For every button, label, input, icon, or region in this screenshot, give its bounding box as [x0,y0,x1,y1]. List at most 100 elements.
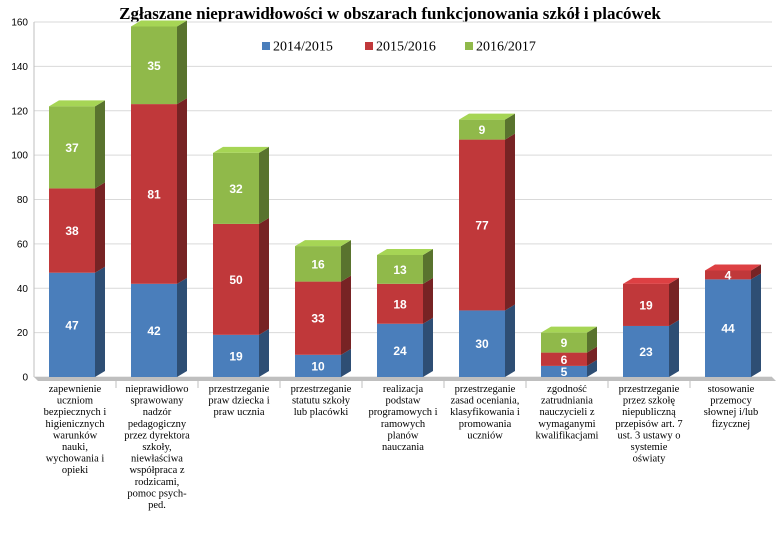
bar-front [623,325,669,377]
bar-top [377,248,433,255]
bar-front [131,283,177,377]
bar-segment: 44 [705,273,761,377]
bar-front [213,223,259,335]
data-label: 42 [147,324,161,338]
bar-segment: 32 [213,146,269,224]
legend-swatch [365,42,373,50]
bar-front [541,352,587,366]
data-label: 13 [393,263,407,277]
data-label: 18 [393,297,407,311]
data-label: 44 [721,322,735,336]
bar-front [623,283,669,326]
bar-segment: 30 [459,304,515,377]
bar-segment: 77 [459,133,515,311]
legend-label: 2015/2016 [376,40,436,55]
category-labels: zapewnienie uczniom bezpiecznych i higienic… [44,381,759,511]
bar-front [705,270,751,280]
category-label: nieprawidłowo sprawowany nadzór pedagogiczn… [124,384,190,511]
bar-side [259,328,269,377]
bar-segment: 4 [705,264,761,282]
data-label: 37 [65,141,79,155]
bar-side [341,275,351,355]
data-label: 5 [561,365,568,379]
bar-segment: 38 [49,182,105,273]
bar-side [669,277,679,326]
bar-front [49,188,95,273]
bar-front [49,106,95,189]
category-label: przestrzeganie praw dziecka i praw ucznia [208,384,269,418]
data-label: 10 [311,359,325,373]
bar-side [751,264,761,280]
bar-front [377,283,423,324]
bar-top [131,20,187,27]
y-tick-label: 140 [11,62,28,73]
legend: 2014/2015 2015/2016 2016/2017 [262,40,536,55]
legend-label: 2016/2017 [476,40,536,55]
y-axis: 0 20 40 60 80 100 120 140 160 [11,18,35,384]
bar-segment: 33 [295,275,351,355]
chart-title: Zgłaszane nieprawidłowości w obszarach f… [119,4,661,23]
category-label: przestrzeganie statutu szkoły lub placówki [291,384,352,418]
data-label: 19 [639,298,653,312]
bar-segment: 10 [295,348,351,377]
bar-segment: 9 [459,113,515,140]
data-label: 9 [561,336,568,350]
bar-segment: 37 [49,100,105,189]
bar-side [259,146,269,224]
chart-floor [34,377,776,381]
bar-side [587,346,597,366]
bar-segment: 16 [295,240,351,282]
bar-top [213,146,269,153]
category-label: przestrzeganie przez szkołę niepubliczną pr… [615,384,682,465]
data-label: 4 [725,268,732,282]
category-label: realizacja podstaw programowych i ramowych p… [368,384,437,453]
data-label: 81 [147,187,161,201]
y-tick-label: 20 [17,328,29,339]
bar-front [213,334,259,377]
bar-side [505,133,515,311]
y-tick-label: 80 [17,195,29,206]
bar-side [341,240,351,282]
bar-side [95,182,105,273]
category-label: stosowanie przemocy słownej i/lub fizycznej [704,384,759,430]
bar-top [295,240,351,247]
bar-front [459,119,505,140]
bar-segment: 23 [623,319,679,377]
bar-segment: 50 [213,217,269,335]
bar-side [751,273,761,377]
bar-front [295,246,341,282]
bar-side [177,98,187,284]
data-label: 33 [311,312,325,326]
bar-segment: 24 [377,317,433,377]
bar-segment: 18 [377,277,433,324]
bar-segment: 5 [541,359,597,379]
category-label: zgodność zatrudniania nauczycieli z wymagan… [536,384,599,441]
bar-front [131,104,177,284]
bar-segment: 6 [541,346,597,367]
bar-segment: 35 [131,20,187,105]
legend-swatch [262,42,270,50]
bar-top [705,264,761,271]
y-tick-label: 120 [11,106,28,117]
data-label: 47 [65,318,79,332]
bar-front [459,139,505,311]
bar-segment: 47 [49,266,105,377]
bar-top [623,277,679,284]
bar-side [259,217,269,335]
bar-top [541,326,597,333]
bar-side [95,266,105,377]
data-label: 9 [479,123,486,137]
data-label: 23 [639,345,653,359]
bar-segment: 9 [541,326,597,353]
bar-front [459,310,505,377]
bar-front [705,279,751,377]
bar-front [213,152,259,224]
bar-side [505,304,515,377]
bar-side [505,113,515,140]
data-label: 77 [475,219,489,233]
bar-front [49,272,95,377]
bar-side [95,100,105,189]
bar-segment: 19 [623,277,679,326]
data-label: 19 [229,349,243,363]
bar-front [377,323,423,377]
